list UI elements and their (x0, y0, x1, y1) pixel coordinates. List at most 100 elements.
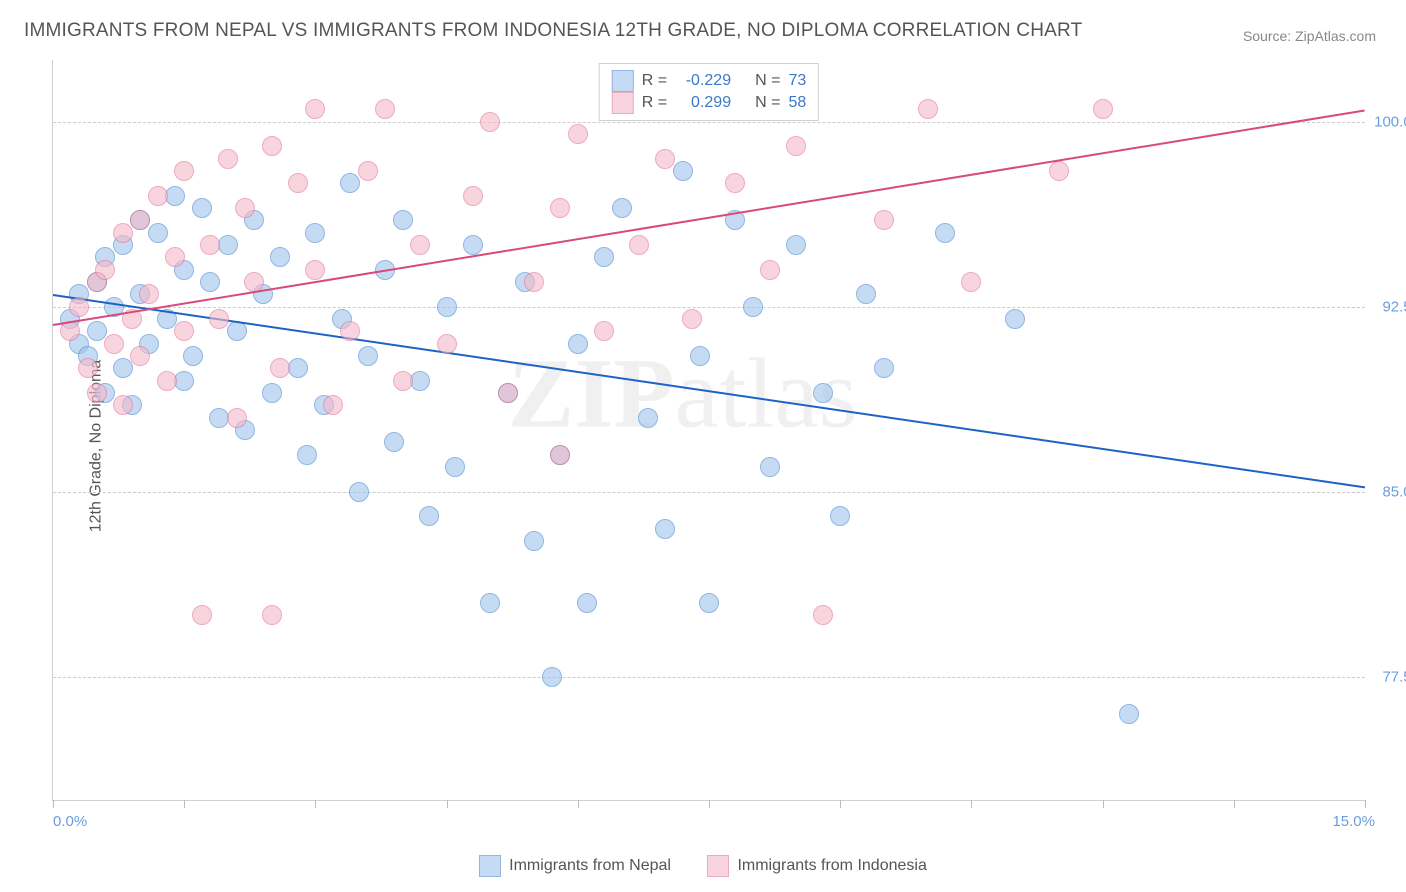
x-tick-label-left: 0.0% (53, 813, 87, 830)
scatter-point (612, 198, 632, 218)
scatter-point (568, 124, 588, 144)
legend-swatch-indonesia-bottom (707, 855, 729, 877)
legend-row-nepal: R = -0.229 N = 73 (612, 70, 806, 92)
x-tick (971, 800, 972, 808)
n-label: N = (755, 70, 780, 92)
watermark: ZIPatlas (508, 336, 858, 451)
scatter-point (480, 593, 500, 613)
scatter-point (165, 247, 185, 267)
y-tick-label: 100.0% (1374, 113, 1406, 130)
scatter-point (410, 371, 430, 391)
n-value-nepal: 73 (788, 70, 806, 92)
scatter-point (358, 346, 378, 366)
legend-item-indonesia: Immigrants from Indonesia (707, 855, 926, 877)
scatter-point (498, 383, 518, 403)
r-value-nepal: -0.229 (675, 70, 731, 92)
scatter-point (113, 223, 133, 243)
scatter-point (918, 99, 938, 119)
scatter-point (393, 210, 413, 230)
gridline-h (53, 122, 1365, 123)
scatter-point (87, 383, 107, 403)
scatter-point (375, 99, 395, 119)
r-value-indonesia: 0.299 (675, 92, 731, 114)
scatter-point (192, 605, 212, 625)
scatter-point (1093, 99, 1113, 119)
scatter-point (935, 223, 955, 243)
scatter-point (270, 247, 290, 267)
scatter-point (690, 346, 710, 366)
scatter-point (139, 284, 159, 304)
scatter-point (786, 235, 806, 255)
scatter-point (262, 605, 282, 625)
scatter-point (384, 432, 404, 452)
x-tick (53, 800, 54, 808)
scatter-point (419, 506, 439, 526)
scatter-point (288, 173, 308, 193)
scatter-point (524, 531, 544, 551)
scatter-point (227, 321, 247, 341)
scatter-point (113, 358, 133, 378)
chart-container: IMMIGRANTS FROM NEPAL VS IMMIGRANTS FROM… (0, 0, 1406, 892)
scatter-point (480, 112, 500, 132)
scatter-point (874, 358, 894, 378)
scatter-point (437, 334, 457, 354)
scatter-point (60, 321, 80, 341)
scatter-point (218, 149, 238, 169)
scatter-point (113, 395, 133, 415)
legend-bottom: Immigrants from Nepal Immigrants from In… (0, 855, 1406, 882)
scatter-point (1049, 161, 1069, 181)
scatter-point (227, 408, 247, 428)
scatter-point (69, 297, 89, 317)
legend-label-nepal: Immigrants from Nepal (509, 857, 671, 875)
scatter-point (760, 457, 780, 477)
scatter-point (682, 309, 702, 329)
scatter-point (830, 506, 850, 526)
scatter-point (183, 346, 203, 366)
scatter-point (358, 161, 378, 181)
scatter-point (104, 334, 124, 354)
scatter-point (813, 605, 833, 625)
trend-line (53, 294, 1365, 488)
scatter-point (130, 346, 150, 366)
scatter-point (655, 519, 675, 539)
plot-area: ZIPatlas R = -0.229 N = 73 R = 0.299 N =… (52, 60, 1365, 801)
r-label: R = (642, 70, 667, 92)
scatter-point (297, 445, 317, 465)
scatter-point (550, 445, 570, 465)
scatter-point (524, 272, 544, 292)
scatter-point (148, 186, 168, 206)
scatter-point (594, 321, 614, 341)
scatter-point (323, 395, 343, 415)
scatter-point (174, 161, 194, 181)
x-tick (840, 800, 841, 808)
scatter-point (813, 383, 833, 403)
scatter-point (262, 383, 282, 403)
scatter-point (673, 161, 693, 181)
scatter-point (410, 235, 430, 255)
legend-swatch-nepal-bottom (479, 855, 501, 877)
x-tick (184, 800, 185, 808)
gridline-h (53, 492, 1365, 493)
chart-title: IMMIGRANTS FROM NEPAL VS IMMIGRANTS FROM… (24, 20, 1082, 42)
scatter-point (655, 149, 675, 169)
scatter-point (786, 136, 806, 156)
scatter-point (638, 408, 658, 428)
scatter-point (174, 321, 194, 341)
chart-source: Source: ZipAtlas.com (1243, 28, 1376, 44)
scatter-point (270, 358, 290, 378)
scatter-point (463, 235, 483, 255)
scatter-point (349, 482, 369, 502)
scatter-point (87, 321, 107, 341)
y-tick-label: 85.0% (1382, 483, 1406, 500)
scatter-point (568, 334, 588, 354)
scatter-point (445, 457, 465, 477)
x-tick-label-right: 15.0% (1332, 813, 1375, 830)
scatter-point (157, 371, 177, 391)
legend-item-nepal: Immigrants from Nepal (479, 855, 671, 877)
scatter-point (550, 198, 570, 218)
n-label: N = (755, 92, 780, 114)
x-tick (315, 800, 316, 808)
x-tick (1365, 800, 1366, 808)
scatter-point (1119, 704, 1139, 724)
scatter-point (288, 358, 308, 378)
